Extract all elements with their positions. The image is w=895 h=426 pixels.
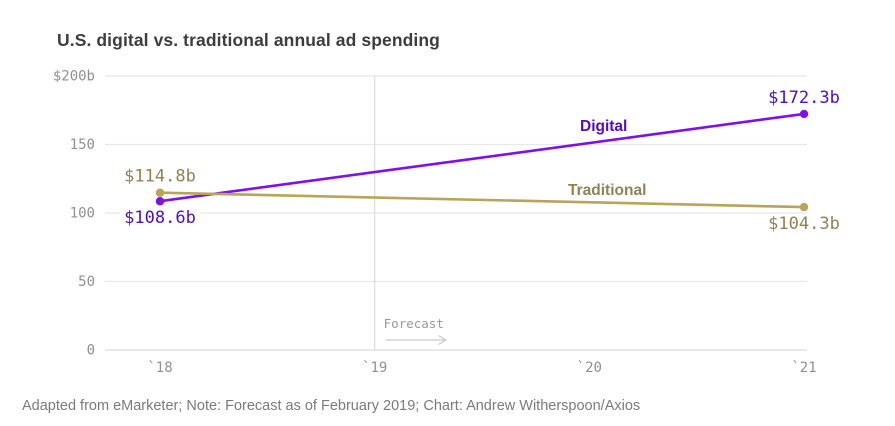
forecast-label: Forecast (384, 316, 444, 331)
series-point-digital (155, 197, 165, 206)
x-tick-label: `18 (147, 360, 172, 376)
series-name-label-traditional: Traditional (568, 182, 646, 199)
series-point-digital (799, 109, 809, 119)
x-tick-label: `20 (577, 360, 602, 376)
series-point-traditional (155, 188, 165, 197)
chart-title: U.S. digital vs. traditional annual ad s… (57, 30, 440, 50)
value-label-mask (120, 208, 200, 228)
series-name-label-digital: Digital (580, 118, 627, 135)
y-tick-label: 50 (78, 274, 95, 290)
series-point-traditional (799, 202, 809, 212)
series-value-label-digital: $108.6b (124, 208, 196, 228)
y-tick-label: $200b (53, 69, 95, 85)
series-line-traditional (159, 191, 805, 209)
y-tick-label: 0 (87, 343, 95, 359)
y-tick-label: 150 (70, 137, 95, 153)
series-line-digital (159, 112, 805, 203)
x-tick-label: `21 (791, 360, 816, 376)
source-note: Adapted from eMarketer; Note: Forecast a… (22, 398, 641, 414)
series-value-label-traditional: $114.8b (124, 167, 196, 187)
series-value-label-traditional: $104.3b (768, 214, 840, 234)
forecast-arrow-head (438, 334, 447, 346)
value-label-mask (764, 87, 844, 107)
value-label-mask (764, 214, 844, 234)
series-value-label-digital: $172.3b (768, 88, 840, 108)
x-tick-label: `19 (362, 360, 387, 376)
y-tick-label: 100 (70, 206, 95, 222)
value-label-mask (120, 166, 200, 186)
